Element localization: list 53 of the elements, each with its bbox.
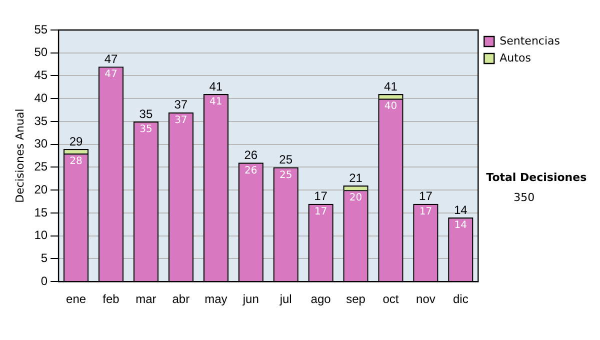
x-tick-label: may <box>204 292 228 306</box>
data-label: 20 <box>349 192 362 204</box>
data-label: 28 <box>70 156 82 168</box>
x-tick-label: sep <box>346 292 366 306</box>
y-tick-label: 15 <box>34 205 48 220</box>
text: 350 <box>514 190 535 204</box>
total-label: 37 <box>174 98 188 112</box>
x-tick-label: ago <box>310 292 332 306</box>
y-tick-label: 45 <box>34 68 48 82</box>
x-tick-label: nov <box>416 292 436 306</box>
y-tick-label: 30 <box>34 136 48 151</box>
x-tick-label: mar <box>136 292 156 306</box>
total-label: 17 <box>314 189 328 204</box>
x-tick-label: ene <box>66 292 86 306</box>
text: Total Decisiones <box>486 170 588 184</box>
x-tick-label: jul <box>278 292 292 306</box>
y-tick-label: 10 <box>34 228 48 242</box>
total-label: 26 <box>244 148 258 162</box>
legend-label: Autos <box>500 51 532 64</box>
x-tick-label: dic <box>452 292 468 306</box>
y-tick-label: 20 <box>34 182 48 196</box>
y-tick-label: 35 <box>34 114 48 128</box>
y-tick-label: 50 <box>34 45 48 60</box>
total-label: 47 <box>104 52 118 66</box>
total-label: 29 <box>69 134 84 148</box>
y-tick-label: 40 <box>34 90 48 105</box>
legend-label: Sentencias <box>500 34 560 48</box>
data-label: 26 <box>244 165 258 176</box>
y-axis-title: Decisiones Anual <box>13 108 26 203</box>
data-label: 41 <box>210 96 222 108</box>
total-label: 35 <box>139 106 153 121</box>
total-label: 41 <box>209 79 223 94</box>
data-label: 35 <box>140 124 152 136</box>
total-label: 41 <box>384 79 398 94</box>
total-label: 21 <box>349 170 363 185</box>
data-label: 37 <box>174 114 188 126</box>
data-label: 40 <box>384 101 398 112</box>
data-label: 17 <box>314 206 328 218</box>
x-tick-label: jun <box>242 292 259 306</box>
x-tick-label: oct <box>382 292 400 306</box>
total-label: 25 <box>279 152 293 167</box>
data-label: 14 <box>454 220 468 232</box>
data-label: 47 <box>104 69 118 80</box>
total-label: 14 <box>454 202 468 217</box>
data-label: 25 <box>279 170 292 181</box>
total-label: 17 <box>419 189 433 204</box>
y-tick-label: 5 <box>40 251 48 266</box>
data-label: 17 <box>419 206 432 218</box>
x-tick-label: abr <box>172 292 190 306</box>
x-tick-label: feb <box>102 292 120 306</box>
y-tick-label: 0 <box>40 274 48 288</box>
y-tick-label: 55 <box>34 22 48 36</box>
y-tick-label: 25 <box>34 160 48 174</box>
